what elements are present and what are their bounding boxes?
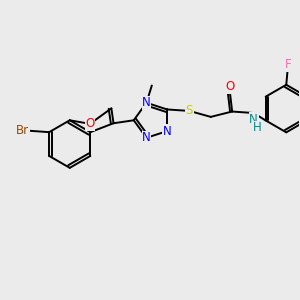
Text: N: N bbox=[142, 131, 151, 144]
Text: O: O bbox=[85, 117, 94, 130]
Text: F: F bbox=[284, 58, 291, 71]
Text: N: N bbox=[142, 96, 151, 109]
Text: N: N bbox=[249, 113, 258, 126]
Text: H: H bbox=[253, 121, 262, 134]
Text: S: S bbox=[186, 104, 193, 117]
Text: O: O bbox=[225, 80, 234, 93]
Text: Br: Br bbox=[16, 124, 29, 137]
Text: N: N bbox=[163, 124, 171, 138]
